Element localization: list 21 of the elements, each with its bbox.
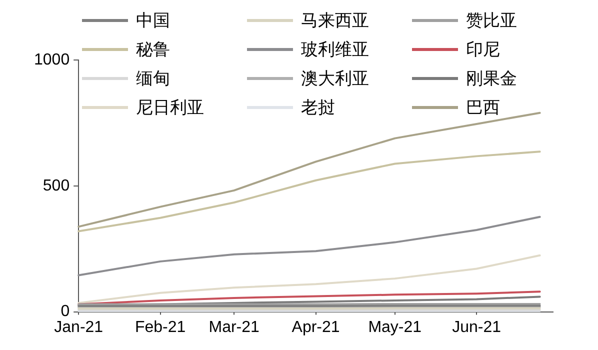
legend-label: 缅甸 — [136, 68, 170, 90]
legend-label: 印尼 — [466, 39, 500, 61]
x-tick-label: Jan-21 — [54, 318, 104, 336]
x-tick-label: Mar-21 — [208, 318, 260, 336]
legend-label: 秘鲁 — [136, 39, 170, 61]
legend-label: 老挝 — [301, 97, 335, 119]
x-tick-label: Apr-21 — [292, 318, 340, 336]
legend-label: 尼日利亚 — [136, 97, 204, 119]
legend-label: 刚果金 — [466, 68, 517, 90]
y-tick-label: 500 — [42, 177, 70, 194]
legend-label: 马来西亚 — [301, 10, 369, 32]
x-tick-label: May-21 — [368, 318, 422, 336]
x-tick-label: Jun-21 — [452, 318, 502, 336]
y-tick-label: 0 — [60, 303, 70, 320]
legend-label: 赞比亚 — [466, 10, 517, 32]
x-tick-label: Feb-21 — [134, 318, 186, 336]
legend-label: 澳大利亚 — [301, 68, 369, 90]
legend-label: 玻利维亚 — [301, 39, 369, 61]
legend-label: 巴西 — [466, 97, 500, 119]
legend-label: 中国 — [136, 10, 170, 32]
y-tick-label: 1000 — [34, 51, 70, 68]
